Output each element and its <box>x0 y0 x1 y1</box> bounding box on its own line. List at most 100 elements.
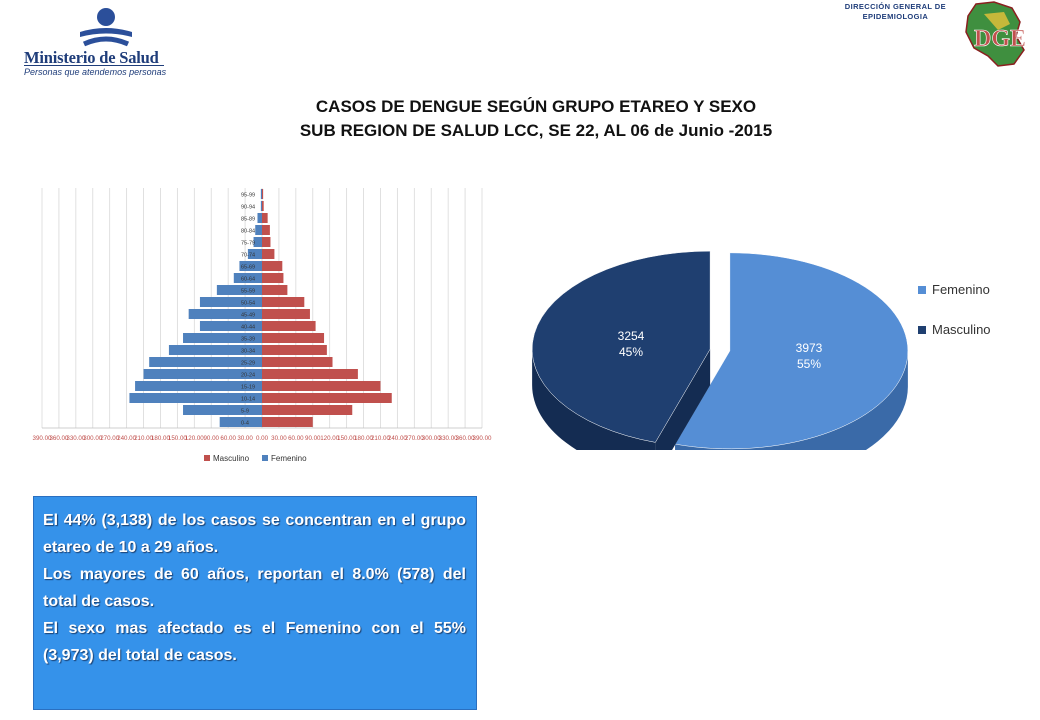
pyramid-bar-femenino <box>149 357 262 367</box>
pyramid-bar-masculino <box>262 357 333 367</box>
pyramid-bar-masculino <box>262 417 313 427</box>
pyramid-category-label: 65-69 <box>241 265 255 271</box>
pyramid-x-tick-labels: 390.00360.00330.00300.00270.00240.00210.… <box>33 435 492 442</box>
summary-box: El 44% (3,138) de los casos se concentra… <box>33 496 477 710</box>
pyramid-bar-masculino <box>262 393 392 403</box>
legend-swatch-femenino <box>262 455 268 461</box>
pyramid-x-tick-label: 60.00 <box>288 435 304 442</box>
pyramid-category-label: 45-49 <box>241 313 255 319</box>
legend-label-masculino: Masculino <box>213 454 250 463</box>
pie-slice-side <box>532 349 656 450</box>
minsa-logo-tagline: Personas que atendemos personas <box>24 67 167 77</box>
pyramid-bar-femenino <box>253 237 262 247</box>
pie-legend-label-masculino: Masculino <box>932 322 991 337</box>
pyramid-x-tick-label: 120.00 <box>320 435 339 442</box>
pyramid-bar-femenino <box>129 393 262 403</box>
dge-logo-text: DIRECCIÓN GENERAL DE EPIDEMIOLOGIA <box>845 2 946 22</box>
pie-slice-side <box>675 350 908 450</box>
pyramid-bar-femenino <box>216 285 262 295</box>
summary-paragraph-2: Los mayores de 60 años, reportan el 8.0%… <box>43 566 466 610</box>
title-line-2: SUB REGION DE SALUD LCC, SE 22, AL 06 de… <box>299 121 773 140</box>
pyramid-x-tick-label: 120.00 <box>185 435 204 442</box>
peru-map-icon: DGE <box>965 1 1026 67</box>
pyramid-bar-masculino <box>262 189 264 199</box>
pyramid-bar-masculino <box>262 369 358 379</box>
pyramid-bar-femenino <box>188 309 262 319</box>
pyramid-x-tick-label: 360.00 <box>456 435 475 442</box>
pyramid-category-label: 5-9 <box>241 409 249 415</box>
minsa-logo: Ministerio de Salud Personas que atendem… <box>20 4 170 77</box>
pie-value-label: 3973 <box>796 341 823 355</box>
pyramid-bars <box>129 189 392 427</box>
pyramid-bar-masculino <box>262 285 288 295</box>
pyramid-category-label: 40-44 <box>241 325 255 331</box>
summary-paragraph-1: El 44% (3,138) de los casos se concentra… <box>43 512 466 556</box>
pyramid-x-tick-label: 90.00 <box>203 435 219 442</box>
pyramid-x-tick-label: 210.00 <box>134 435 153 442</box>
dge-acronym: DGE <box>974 26 1026 52</box>
pyramid-x-tick-label: 90.00 <box>305 435 321 442</box>
pie-value-label: 3254 <box>618 329 645 343</box>
title-line-1: CASOS DE DENGUE SEGÚN GRUPO ETAREO Y SEX… <box>315 97 757 116</box>
pyramid-x-tick-label: 330.00 <box>66 435 85 442</box>
pyramid-bar-femenino <box>255 225 262 235</box>
pyramid-category-label: 0-4 <box>241 421 249 427</box>
pyramid-category-label: 60-64 <box>241 277 255 283</box>
pie-percent-label: 45% <box>619 345 643 359</box>
summary-paragraph-3: El sexo mas afectado es el Femenino con … <box>43 620 466 664</box>
pyramid-category-label: 35-39 <box>241 337 255 343</box>
pie-slice-masculino <box>531 250 711 443</box>
pie-percent-label: 55% <box>797 357 821 371</box>
sex-distribution-pie-chart: 3973 55% 3254 45% Femenino Masculino <box>531 250 991 450</box>
pyramid-bar-femenino <box>143 369 262 379</box>
page-title: CASOS DE DENGUE SEGÚN GRUPO ETAREO Y SEX… <box>0 95 1040 143</box>
pyramid-bar-femenino <box>183 405 262 415</box>
pyramid-bar-femenino <box>199 297 262 307</box>
pie-slice-cut-face <box>655 349 711 450</box>
pyramid-bar-femenino <box>239 261 262 271</box>
pyramid-x-tick-label: 180.00 <box>354 435 373 442</box>
pyramid-category-label: 75-79 <box>241 241 255 247</box>
pyramid-x-tick-label: 390.00 <box>473 435 492 442</box>
pyramid-bar-masculino <box>262 261 283 271</box>
pyramid-bar-masculino <box>262 333 325 343</box>
minsa-emblem-icon <box>80 8 132 47</box>
pyramid-bar-masculino <box>262 321 316 331</box>
pyramid-bar-masculino <box>262 249 275 259</box>
pyramid-x-tick-label: 390.00 <box>33 435 52 442</box>
pyramid-x-tick-label: 360.00 <box>49 435 68 442</box>
pyramid-x-tick-label: 240.00 <box>388 435 407 442</box>
pyramid-category-label: 15-19 <box>241 385 255 391</box>
pyramid-bar-femenino <box>257 213 262 223</box>
pyramid-bar-femenino <box>247 249 262 259</box>
pyramid-category-label: 10-14 <box>241 397 255 403</box>
dge-line-1: DIRECCIÓN GENERAL DE <box>844 2 946 11</box>
pyramid-bar-masculino <box>262 309 310 319</box>
pie-slices <box>531 250 909 450</box>
pyramid-category-label: 20-24 <box>241 373 255 379</box>
pyramid-category-label: 95-99 <box>241 193 255 199</box>
pyramid-category-label: 80-84 <box>241 229 255 235</box>
pyramid-category-label: 50-54 <box>241 301 255 307</box>
pyramid-bar-masculino <box>262 381 381 391</box>
pyramid-bar-femenino <box>219 417 262 427</box>
pyramid-x-tick-label: 60.00 <box>220 435 236 442</box>
age-sex-pyramid-chart: 0-4 5-9 10-14 15-19 20-24 25-29 30-34 35-39 40-4… <box>33 188 492 463</box>
pie-legend-swatch-femenino <box>918 286 926 294</box>
dge-line-2: EPIDEMIOLOGIA <box>862 12 929 21</box>
minsa-logo-divider <box>24 65 164 66</box>
pyramid-bar-masculino <box>262 273 284 283</box>
pyramid-gridlines <box>41 188 483 429</box>
pyramid-x-tick-label: 300.00 <box>422 435 441 442</box>
pyramid-x-tick-label: 300.00 <box>83 435 102 442</box>
pie-data-labels: 3973 55% 3254 45% <box>618 329 823 371</box>
pyramid-bar-masculino <box>262 405 353 415</box>
pyramid-bar-femenino <box>233 273 262 283</box>
pyramid-x-tick-label: 240.00 <box>117 435 136 442</box>
pyramid-bar-masculino <box>262 201 264 211</box>
pyramid-bar-femenino <box>135 381 262 391</box>
pyramid-bar-femenino <box>260 201 262 211</box>
minsa-logo-name: Ministerio de Salud <box>24 48 159 67</box>
dge-logo: DIRECCIÓN GENERAL DE EPIDEMIOLOGIA DGE <box>804 0 1034 70</box>
pyramid-x-tick-label: 180.00 <box>151 435 170 442</box>
